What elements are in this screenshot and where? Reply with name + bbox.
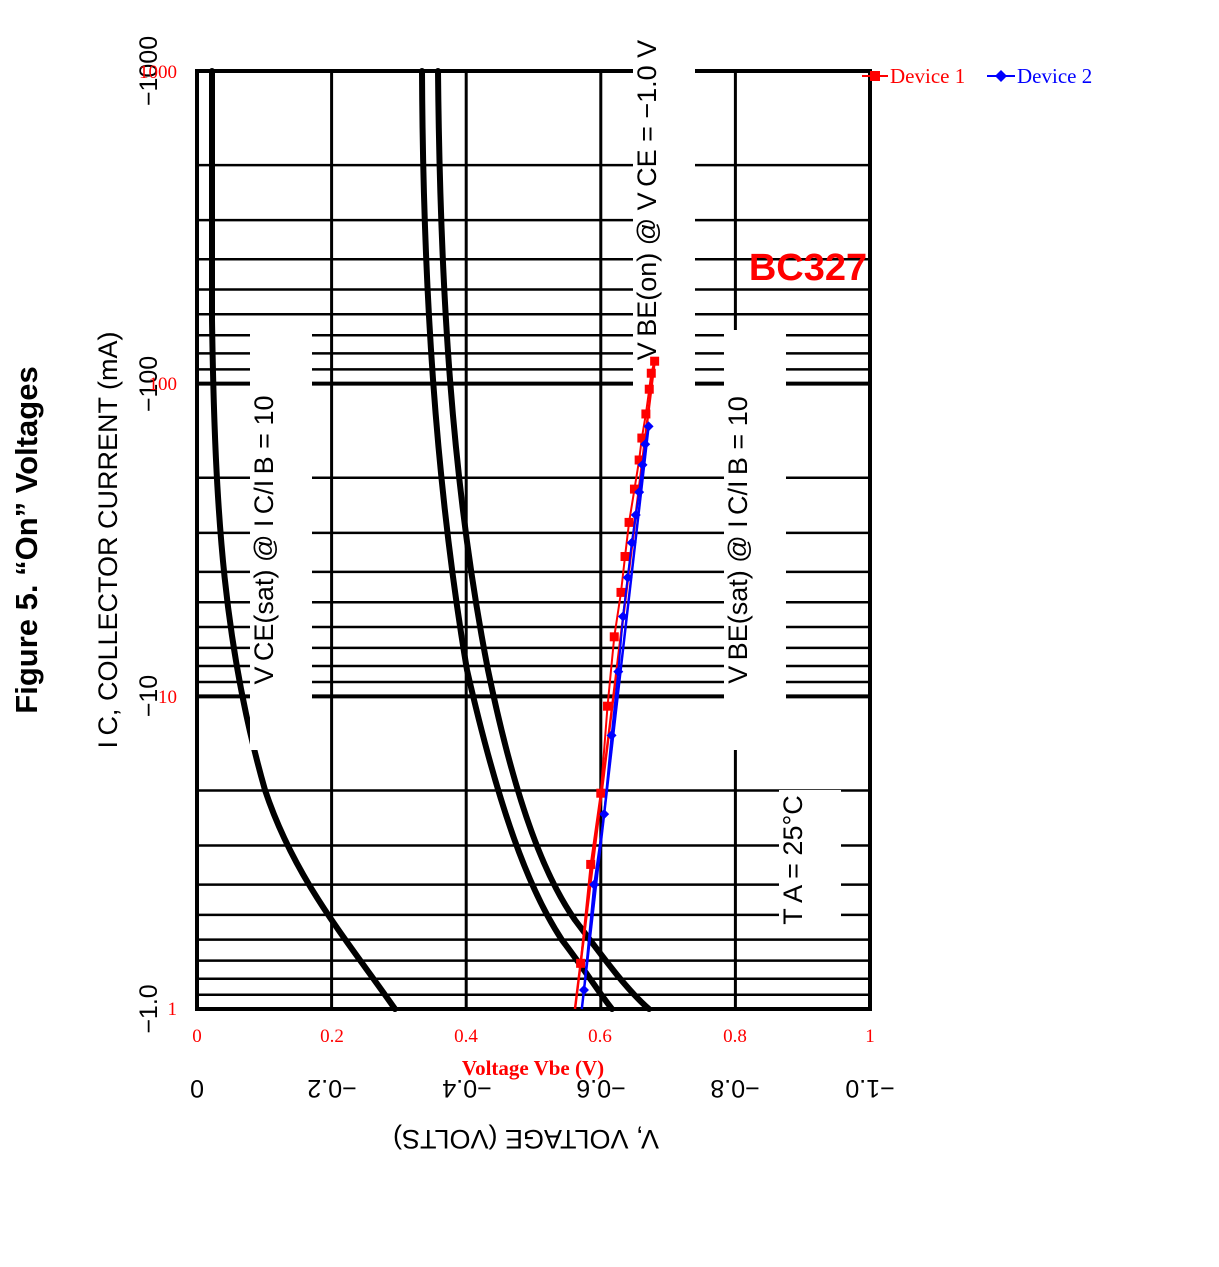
data-point-diamond — [637, 459, 648, 470]
datasheet-figure: 0 −0.2 −0.4 −0.6 −0.8 −1.0 −1.0 −10 −100… — [9, 0, 895, 1154]
datasheet-x-tick: −0.4 — [442, 1074, 491, 1102]
data-point-square — [650, 356, 660, 366]
data-point-square — [596, 788, 606, 798]
vbe-on-annotation: V BE(on) @ V CE = −1.0 V — [632, 0, 695, 420]
data-point-diamond — [578, 985, 589, 996]
series-line — [580, 426, 650, 1010]
data-point-square — [616, 587, 626, 597]
series-layer — [573, 356, 660, 1010]
datasheet-x-ticks: 0 −0.2 −0.4 −0.6 −0.8 −1.0 — [190, 1074, 895, 1102]
data-point-square — [641, 409, 651, 419]
vce-sat-annotation: V CE(sat) @ I C/I B = 10 — [249, 330, 312, 750]
datasheet-y-ticks: −1.0 −10 −100 −1000 — [135, 36, 163, 1034]
overlay-y-tick: 1 — [168, 999, 178, 1020]
datasheet-x-tick: −0.2 — [307, 1074, 356, 1102]
datasheet-y-tick: −10 — [135, 675, 163, 717]
legend-item-device-1: Device 1 — [862, 64, 965, 88]
overlay-x-tick: 0 — [192, 1026, 202, 1047]
data-point-diamond — [640, 439, 651, 450]
datasheet-x-axis-title: V, VOLTAGE (VOLTS) — [393, 1124, 659, 1154]
overlay-x-tick: 0.6 — [588, 1026, 612, 1047]
overlay-x-tick: 0.4 — [454, 1026, 478, 1047]
data-point-square — [644, 384, 654, 394]
datasheet-x-tick: −0.8 — [710, 1074, 759, 1102]
datasheet-curves — [209, 68, 652, 1012]
datasheet-y-tick: −1.0 — [135, 984, 163, 1033]
vbe-on-curve — [435, 68, 652, 1012]
data-point-diamond — [589, 879, 600, 890]
data-point-diamond — [599, 809, 610, 820]
datasheet-x-tick: −1.0 — [845, 1074, 894, 1102]
vbe-sat-curve — [419, 68, 615, 1012]
vce-sat-label: V CE(sat) @ I C/I B = 10 — [249, 396, 279, 685]
overlay-x-axis-title: Voltage Vbe (V) — [462, 1056, 604, 1080]
overlay-x-tick: 0.8 — [723, 1026, 747, 1047]
data-point-square — [637, 433, 647, 443]
overlay-layer: BC327 1 10 100 1000 0 0.2 0.4 0.6 0.8 1 … — [139, 62, 1092, 1080]
data-point-square — [609, 632, 619, 642]
legend-label: Device 2 — [1017, 64, 1092, 88]
data-point-diamond — [630, 510, 641, 521]
overlay-y-tick: 1000 — [139, 62, 177, 83]
temp-label: T A = 25°C — [778, 795, 808, 925]
legend-marker-diamond — [995, 70, 1007, 82]
data-point-diamond — [626, 537, 637, 548]
datasheet-y-axis-title: I C, COLLECTOR CURRENT (mA) — [93, 332, 123, 749]
data-point-square — [646, 368, 656, 378]
datasheet-plot-frame — [195, 69, 872, 1011]
overlay-y-ticks: 1 10 100 1000 — [139, 62, 177, 1020]
data-point-diamond — [634, 487, 645, 498]
data-point-diamond — [643, 421, 654, 432]
overlay-y-tick: 10 — [158, 687, 177, 708]
temp-annotation: T A = 25°C — [778, 790, 841, 930]
series-2 — [578, 421, 654, 1010]
data-point-diamond — [622, 572, 633, 583]
legend: Device 1 Device 2 — [862, 64, 1092, 88]
data-point-square — [620, 552, 630, 562]
vbe-on-label: V BE(on) @ V CE = −1.0 V — [632, 40, 662, 360]
vbe-sat-label: V BE(sat) @ I C/I B = 10 — [723, 396, 753, 683]
data-point-diamond — [613, 666, 624, 677]
data-point-square — [603, 701, 613, 711]
data-point-square — [629, 484, 639, 494]
overlay-x-tick: 1 — [865, 1026, 875, 1047]
data-point-square — [576, 958, 586, 968]
data-point-square — [624, 517, 634, 527]
overlay-x-tick: 0.2 — [320, 1026, 344, 1047]
datasheet-x-tick: 0 — [190, 1074, 204, 1102]
datasheet-figure-title: Figure 5. “On” Voltages — [9, 366, 44, 713]
overlay-y-tick: 100 — [149, 374, 178, 395]
overlay-x-ticks: 0 0.2 0.4 0.6 0.8 1 — [192, 1026, 875, 1047]
vce-sat-curve — [209, 68, 398, 1012]
datasheet-x-tick: −0.6 — [576, 1074, 625, 1102]
data-point-diamond — [606, 730, 617, 741]
vbe-sat-annotation: V BE(sat) @ I C/I B = 10 — [723, 330, 786, 750]
data-point-square — [586, 859, 596, 869]
part-label: BC327 — [749, 247, 867, 289]
data-point-diamond — [618, 611, 629, 622]
datasheet-y-tick: −1000 — [135, 36, 163, 106]
legend-label: Device 1 — [890, 64, 965, 88]
legend-marker-square — [870, 71, 880, 81]
legend-item-device-2: Device 2 — [987, 64, 1092, 88]
data-point-square — [634, 455, 644, 465]
datasheet-y-tick: −100 — [135, 356, 163, 412]
